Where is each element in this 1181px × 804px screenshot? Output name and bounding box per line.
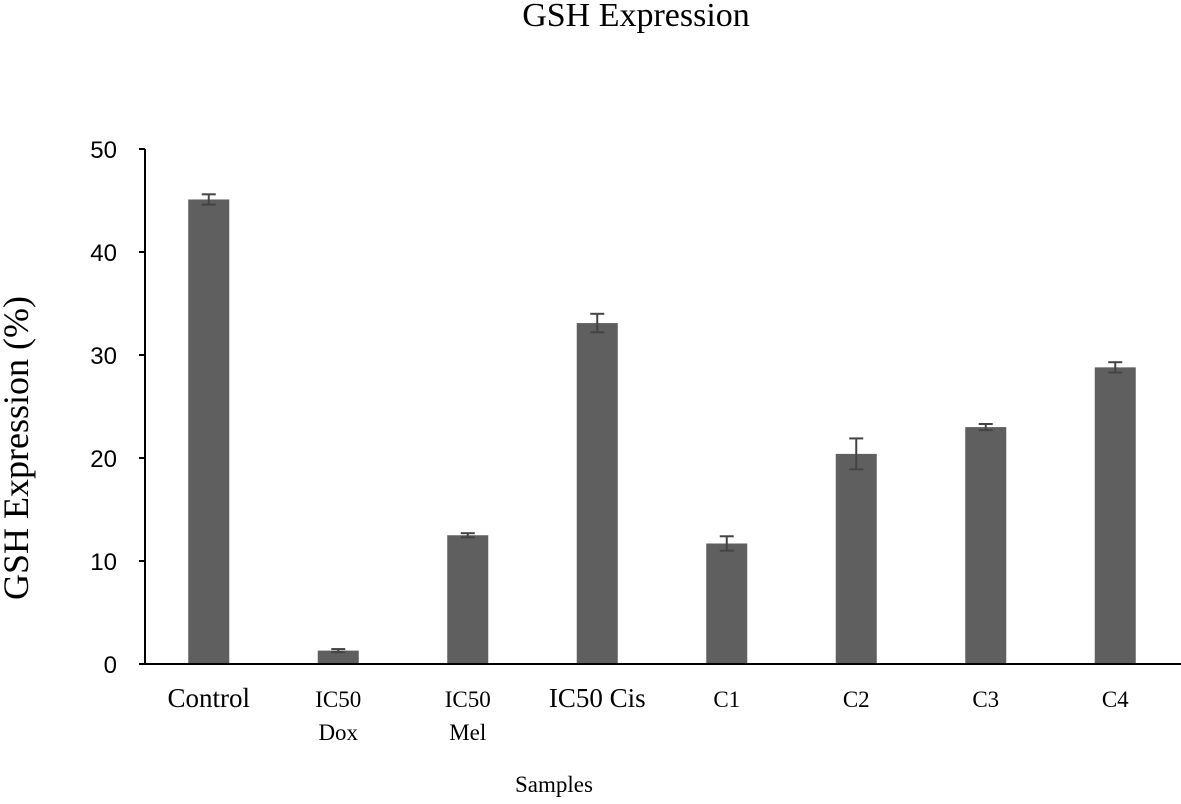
x-tick-label: Dox <box>318 720 358 745</box>
bar <box>835 453 877 664</box>
x-tick-label: C1 <box>713 687 740 712</box>
x-tick-label: C3 <box>972 687 999 712</box>
bar <box>447 535 489 664</box>
y-tick-label: 40 <box>90 240 117 267</box>
x-axis-label: Samples <box>515 772 593 797</box>
y-axis-ticks: 0 10 20 30 40 50 <box>90 137 145 679</box>
y-tick-label: 30 <box>90 343 117 370</box>
bar <box>706 543 748 664</box>
chart-title: GSH Expression <box>522 0 750 34</box>
x-tick-label: IC50 Cis <box>549 683 646 713</box>
x-tick-label: IC50 <box>445 687 491 712</box>
bar <box>576 323 618 664</box>
bars <box>188 199 1136 664</box>
x-tick-label: Control <box>167 683 250 713</box>
error-bar <box>1108 361 1123 374</box>
bar <box>188 199 230 664</box>
y-tick-label: 10 <box>90 549 117 576</box>
error-bar <box>849 437 864 471</box>
error-bar <box>719 535 734 552</box>
error-bar <box>590 312 605 334</box>
x-tick-label: C2 <box>843 687 870 712</box>
error-bar <box>978 423 993 432</box>
bar <box>965 427 1007 664</box>
y-tick-label: 50 <box>90 137 117 164</box>
y-axis-label: GSH Expression (%) <box>0 296 36 600</box>
bar <box>317 650 359 664</box>
x-tick-label: C4 <box>1102 687 1129 712</box>
y-tick-label: 20 <box>90 446 117 473</box>
error-bar <box>460 532 475 539</box>
y-tick-label: 0 <box>104 652 117 679</box>
error-bar <box>331 648 346 654</box>
x-axis-ticks: Control IC50 Dox IC50 Mel IC50 Cis C1 C2 C3 C4 <box>167 683 1129 745</box>
bar <box>1094 367 1136 664</box>
x-tick-label: IC50 <box>315 687 361 712</box>
error-bars <box>201 193 1123 654</box>
error-bar <box>201 193 216 206</box>
x-tick-label: Mel <box>449 720 486 745</box>
